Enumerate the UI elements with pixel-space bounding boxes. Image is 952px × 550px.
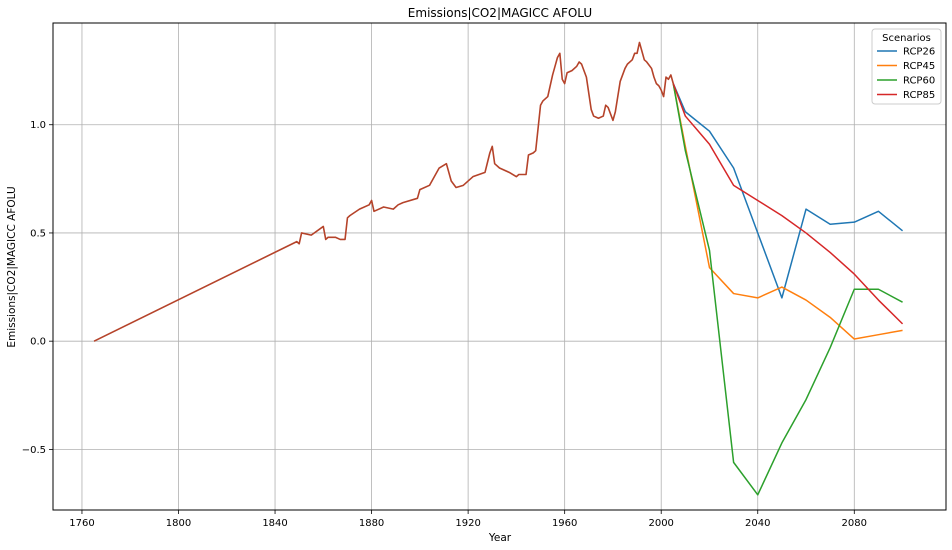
plot-frame bbox=[52, 22, 947, 511]
legend-label: RCP26 bbox=[903, 47, 935, 58]
legend-label: RCP60 bbox=[903, 76, 935, 87]
y-tick-label: 0.0 bbox=[30, 337, 46, 348]
x-tick-label: 1920 bbox=[455, 518, 480, 529]
y-axis-label: Emissions|CO2|MAGICC AFOLU bbox=[6, 186, 18, 347]
legend-box bbox=[871, 28, 942, 105]
legend-title: Scenarios bbox=[882, 33, 931, 44]
x-tick-label: 1880 bbox=[359, 518, 384, 529]
chart-title: Emissions|CO2|MAGICC AFOLU bbox=[408, 6, 592, 20]
series-line-rcp45 bbox=[672, 83, 903, 340]
x-tick-label: 1760 bbox=[69, 518, 94, 529]
y-tick-label: −0.5 bbox=[22, 445, 46, 456]
x-tick-label: 2000 bbox=[648, 518, 673, 529]
grid bbox=[53, 23, 946, 510]
x-tick-label: 1800 bbox=[166, 518, 191, 529]
series-line-historical bbox=[93, 41, 675, 342]
y-tick-label: 1.0 bbox=[30, 120, 46, 131]
x-tick-label: 2080 bbox=[842, 518, 867, 529]
series-layer bbox=[93, 41, 904, 496]
x-axis-label: Year bbox=[488, 532, 512, 544]
series-line-rcp26 bbox=[672, 83, 904, 299]
legend: Scenarios RCP26 RCP45 RCP60 RCP85 bbox=[871, 28, 942, 105]
x-tick-label: 1840 bbox=[262, 518, 287, 529]
legend-label: RCP45 bbox=[903, 61, 935, 72]
series-line-rcp60 bbox=[672, 83, 903, 496]
y-tick-label: 0.5 bbox=[30, 228, 46, 239]
y-axis: −0.5 0.0 0.5 1.0 bbox=[22, 120, 53, 456]
x-tick-label: 1960 bbox=[552, 518, 577, 529]
series-line-rcp85 bbox=[672, 83, 904, 325]
x-tick-label: 2040 bbox=[745, 518, 770, 529]
legend-label: RCP85 bbox=[903, 90, 935, 101]
x-axis: 1760 1800 1840 1880 1920 1960 2000 2040 2080 bbox=[69, 510, 867, 529]
